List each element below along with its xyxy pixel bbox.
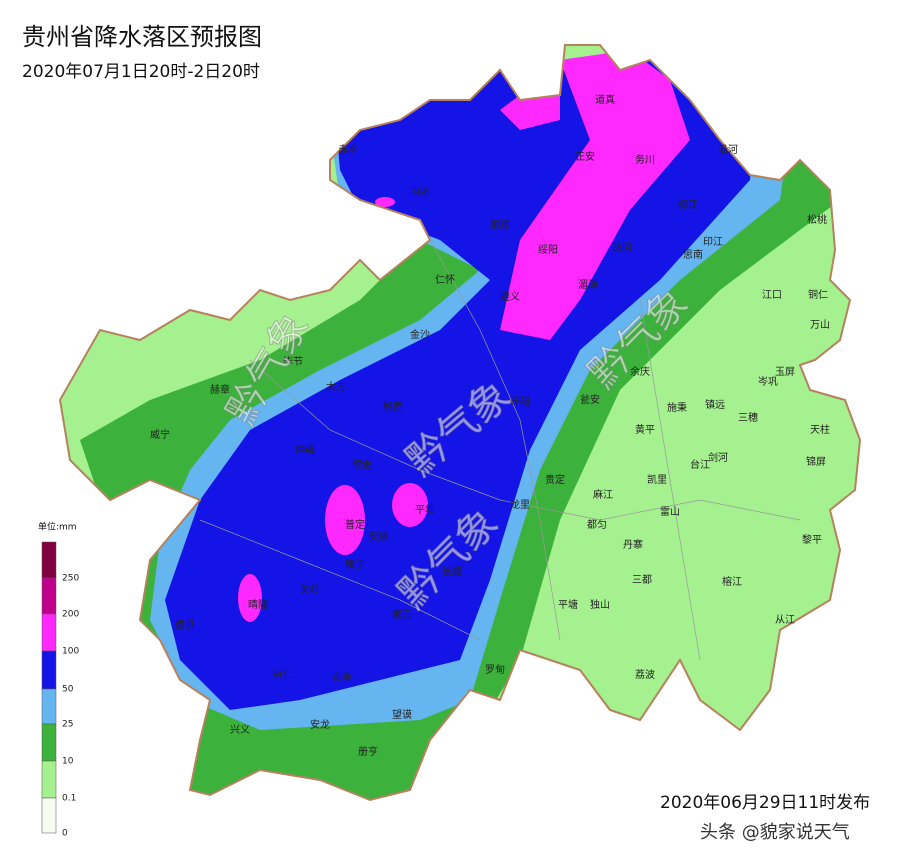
city-label: 贵定 xyxy=(545,473,565,486)
area-magenta xyxy=(375,197,395,207)
city-label: 关岭 xyxy=(300,583,320,596)
city-label: 金沙 xyxy=(410,328,430,341)
legend-label: 50 xyxy=(62,685,74,695)
city-label: 荔波 xyxy=(635,668,655,681)
city-label: 榕江 xyxy=(722,575,742,588)
city-label: 瓮安 xyxy=(580,393,600,406)
city-label: 龙里 xyxy=(510,498,530,511)
city-label: 铜仁 xyxy=(808,289,828,301)
city-label: 盘县 xyxy=(175,618,195,631)
city-label: 绥阳 xyxy=(538,244,558,256)
city-label: 凤冈 xyxy=(612,242,632,254)
legend-label: 100 xyxy=(62,647,79,657)
county-borders xyxy=(199,239,801,661)
area-magenta xyxy=(500,50,690,340)
city-label: 纳雍 xyxy=(295,443,315,456)
legend-label: 250 xyxy=(62,574,79,584)
city-label: 锦屏 xyxy=(806,455,826,468)
city-label: 兴仁 xyxy=(273,669,293,681)
area-magenta xyxy=(325,485,365,555)
credit: 头条 @貌家说天气 xyxy=(700,822,850,843)
city-label: 岑巩 xyxy=(758,376,778,388)
city-label: 麻江 xyxy=(593,488,613,501)
city-label: 赤水 xyxy=(338,144,358,156)
city-label: 平坝 xyxy=(415,504,435,516)
city-label: 松桃 xyxy=(807,213,827,226)
city-label: 台江 xyxy=(690,458,710,471)
city-label: 雷山 xyxy=(660,506,680,518)
city-label: 镇宁 xyxy=(345,558,365,571)
city-label: 从江 xyxy=(775,614,795,626)
city-label: 天柱 xyxy=(810,423,830,436)
city-label: 丹寨 xyxy=(623,538,643,551)
city-label: 安顺 xyxy=(368,530,388,543)
city-label: 印江 xyxy=(703,236,723,248)
city-label: 习水 xyxy=(410,186,430,198)
city-label: 道真 xyxy=(595,93,615,106)
city-label: 三穗 xyxy=(738,411,758,424)
city-label: 贞丰 xyxy=(332,671,352,684)
city-label: 罗甸 xyxy=(485,663,505,676)
legend-label: 0.1 xyxy=(62,794,76,804)
city-label: 万山 xyxy=(810,319,830,331)
city-label: 开阳 xyxy=(510,396,530,408)
city-label: 望谟 xyxy=(392,708,412,721)
city-label: 独山 xyxy=(590,598,610,611)
area-magenta xyxy=(238,574,262,622)
city-label: 晴隆 xyxy=(248,598,268,611)
city-label: 安龙 xyxy=(310,718,330,731)
city-label: 沿河 xyxy=(718,144,738,156)
city-label: 织金 xyxy=(352,458,372,471)
city-label: 册亨 xyxy=(358,745,378,758)
city-label: 黔西 xyxy=(383,400,403,413)
legend-label: 10 xyxy=(62,757,74,767)
city-label: 长顺 xyxy=(442,566,462,578)
city-label: 施秉 xyxy=(667,401,687,414)
subtitle: 2020年07月1日20时-2日20时 xyxy=(22,62,260,82)
city-label: 凯里 xyxy=(647,473,667,486)
city-label: 普定 xyxy=(345,518,365,531)
legend-bar xyxy=(41,541,57,834)
issue-time: 2020年06月29日11时发布 xyxy=(660,793,870,813)
title: 贵州省降水落区预报图 xyxy=(22,23,262,51)
city-label: 正安 xyxy=(575,150,595,163)
city-label: 思南 xyxy=(683,248,703,261)
legend-unit: 单位:mm xyxy=(38,521,77,533)
city-label: 玉屏 xyxy=(775,366,795,378)
city-label: 江口 xyxy=(762,289,782,301)
city-label: 黄平 xyxy=(635,423,655,436)
city-label: 镇远 xyxy=(705,398,725,411)
city-label: 平塘 xyxy=(558,598,578,611)
city-label: 毕节 xyxy=(283,355,303,368)
city-label: 仁怀 xyxy=(435,274,455,286)
city-label: 黎平 xyxy=(802,533,822,546)
legend-label: 200 xyxy=(62,610,79,620)
city-label: 威宁 xyxy=(150,428,170,441)
city-label: 都匀 xyxy=(587,519,607,531)
city-label: 剑河 xyxy=(708,451,728,464)
city-label: 赫章 xyxy=(210,383,230,396)
city-label: 湄潭 xyxy=(578,279,598,291)
city-label: 余庆 xyxy=(630,365,650,378)
area-magenta xyxy=(392,483,428,527)
city-label: 务川 xyxy=(635,153,655,166)
city-label: 遵义 xyxy=(500,290,520,303)
city-label: 大方 xyxy=(326,380,346,393)
city-label: 紫云 xyxy=(392,609,412,621)
city-label: 兴义 xyxy=(230,724,250,736)
city-label: 桐梓 xyxy=(490,218,510,231)
city-label: 三都 xyxy=(632,574,652,586)
area-magenta xyxy=(500,95,560,130)
city-label: 德江 xyxy=(678,198,698,211)
legend-label: 0 xyxy=(62,829,68,839)
legend-label: 25 xyxy=(62,720,73,730)
